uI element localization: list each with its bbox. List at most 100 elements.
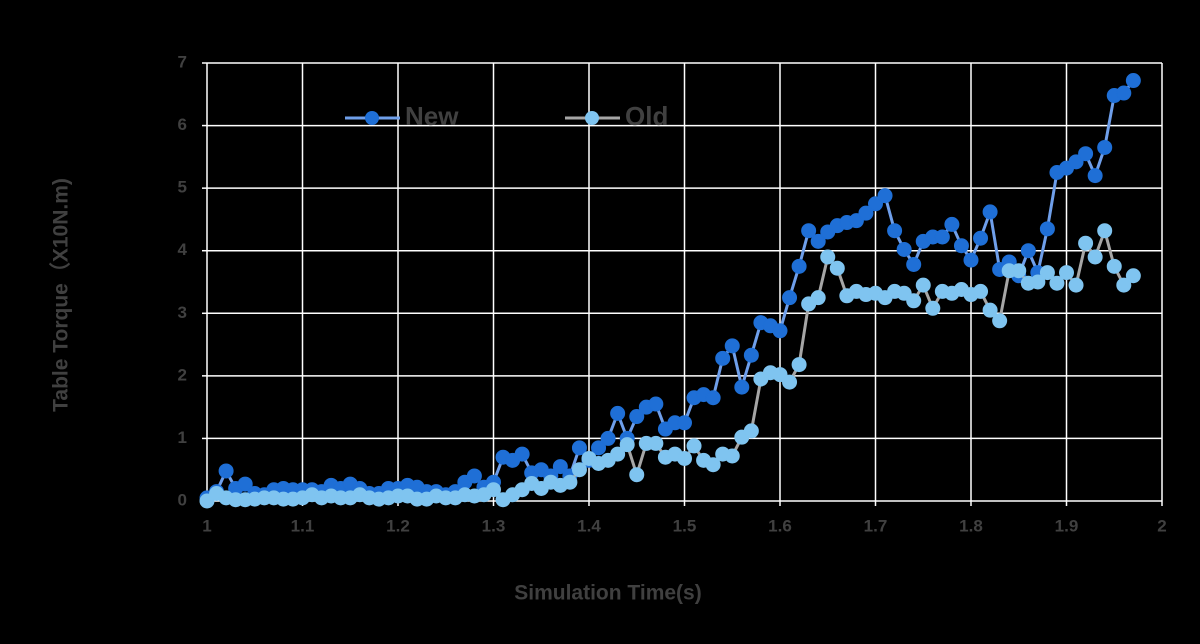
data-point [982, 302, 998, 318]
data-point [1011, 263, 1027, 279]
y-tick-label: 6 [178, 115, 187, 134]
data-point [724, 338, 740, 354]
data-point [782, 374, 798, 390]
x-tick-label: 1.4 [577, 516, 601, 535]
data-point [514, 446, 530, 462]
y-tick-label: 0 [178, 490, 187, 509]
data-point [810, 290, 826, 306]
data-point [705, 390, 721, 406]
data-point [686, 438, 702, 454]
data-point [743, 347, 759, 363]
data-point [677, 450, 692, 466]
data-point [591, 440, 607, 456]
x-tick-label: 1.7 [864, 516, 888, 535]
y-axis-title: Table Torque（X10N.m) [49, 178, 73, 412]
data-point [791, 258, 807, 274]
legend-label: New [405, 101, 459, 131]
x-tick-label: 1.5 [673, 516, 697, 535]
data-point [571, 462, 587, 478]
data-point [610, 405, 626, 421]
x-axis-title: Simulation Time(s) [514, 582, 701, 605]
data-point [1030, 274, 1046, 290]
x-tick-label: 1 [202, 516, 211, 535]
y-tick-label: 5 [178, 178, 187, 197]
data-point [1039, 221, 1055, 237]
data-point [934, 229, 950, 245]
x-tick-label: 1.3 [482, 516, 506, 535]
legend-marker [365, 111, 379, 125]
data-point [1039, 265, 1055, 281]
data-point [552, 459, 568, 475]
x-tick-label: 1.8 [959, 516, 983, 535]
data-point [973, 230, 989, 246]
data-point [1125, 73, 1141, 89]
data-point [953, 238, 969, 254]
x-tick-label: 1.2 [386, 516, 410, 535]
data-point [973, 283, 989, 299]
data-point [571, 440, 587, 456]
data-point [1078, 146, 1094, 162]
series-line [206, 79, 1135, 500]
data-point [629, 409, 645, 425]
data-point [868, 196, 883, 212]
data-point [810, 233, 826, 249]
data-point [1087, 168, 1103, 184]
data-point [1097, 139, 1113, 155]
data-point [743, 423, 759, 439]
data-point [782, 290, 798, 306]
data-point [1078, 235, 1094, 251]
data-point [1106, 258, 1122, 274]
data-point [1068, 154, 1084, 170]
y-tick-label: 4 [178, 240, 188, 259]
data-point [1068, 277, 1084, 293]
data-point [1125, 268, 1141, 284]
data-point [925, 300, 941, 316]
data-point [820, 249, 836, 265]
data-point [648, 396, 664, 412]
data-point [1059, 265, 1074, 281]
data-point [724, 448, 740, 464]
data-point [1097, 223, 1113, 239]
data-point [1087, 249, 1103, 265]
data-point [600, 430, 616, 446]
legend-marker [585, 111, 599, 125]
data-point [715, 350, 731, 366]
data-point [1116, 277, 1132, 293]
data-point [829, 260, 845, 276]
y-tick-label: 2 [178, 365, 187, 384]
data-point [982, 204, 998, 220]
data-point [1020, 243, 1036, 259]
data-point [791, 357, 807, 373]
data-point [629, 467, 645, 483]
legend-label: Old [625, 101, 668, 131]
data-point [619, 437, 635, 453]
data-point [896, 241, 912, 257]
data-point [1116, 85, 1132, 101]
data-point [734, 379, 750, 395]
data-point [992, 313, 1008, 329]
data-point [610, 446, 626, 462]
data-point [906, 293, 922, 309]
data-point [877, 188, 893, 204]
data-point [801, 223, 817, 239]
x-tick-label: 1.1 [291, 516, 315, 535]
data-point [648, 435, 664, 451]
data-point [858, 205, 874, 221]
data-point [915, 277, 931, 293]
data-point [562, 474, 578, 490]
data-point [944, 216, 960, 232]
data-point [906, 256, 922, 272]
data-point [466, 468, 482, 484]
data-point [772, 323, 788, 339]
x-tick-label: 1.9 [1055, 516, 1079, 535]
y-tick-label: 1 [178, 428, 187, 447]
data-point [705, 457, 721, 473]
x-tick-label: 2 [1157, 516, 1166, 535]
data-point [677, 415, 692, 431]
x-tick-label: 1.6 [768, 516, 792, 535]
data-point [218, 463, 234, 479]
y-tick-label: 3 [178, 303, 187, 322]
data-point [1049, 275, 1065, 291]
data-point [887, 223, 903, 239]
